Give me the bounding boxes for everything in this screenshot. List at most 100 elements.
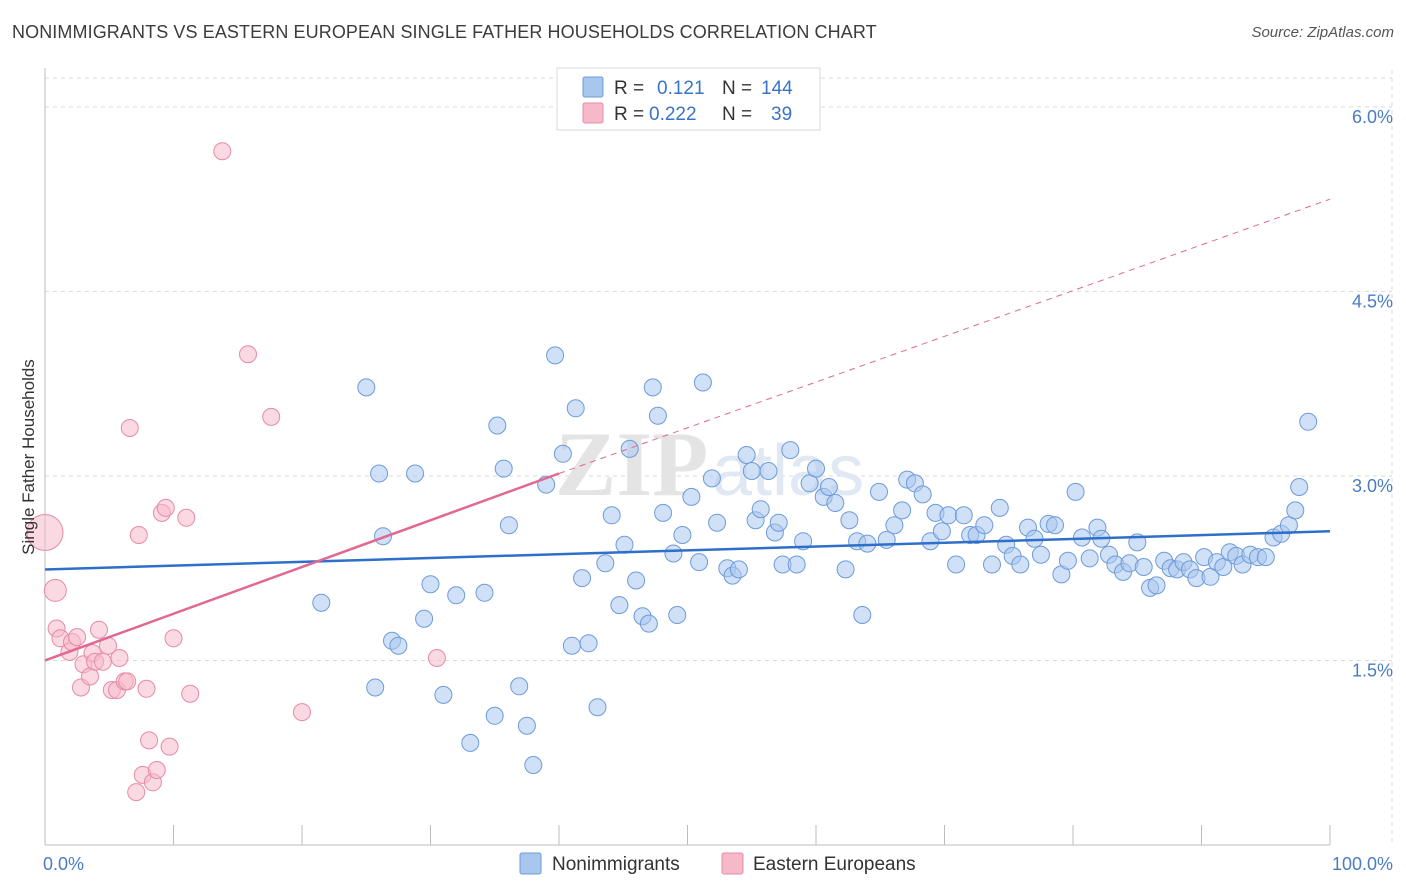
nonimmigrants-point [370, 464, 389, 483]
nonimmigrants-point [729, 560, 748, 579]
nonimmigrants-point [406, 464, 425, 483]
nonimmigrants-point [357, 378, 376, 397]
nonimmigrants-point [415, 609, 434, 628]
nonimmigrants-point [562, 636, 581, 655]
nonimmigrants-point [553, 444, 572, 463]
nonimmigrants-point [447, 586, 466, 605]
legend-swatch-blue [582, 76, 604, 98]
x-tick-label-start: 0.0% [43, 854, 84, 874]
nonimmigrants-point [932, 522, 951, 541]
nonimmigrants-point [615, 535, 634, 554]
eastern-europeans-point [293, 703, 311, 722]
nonimmigrants-point [781, 441, 800, 460]
nonimmigrants-point [983, 555, 1001, 574]
chart-title: NONIMMIGRANTS VS EASTERN EUROPEAN SINGLE… [12, 22, 877, 42]
nonimmigrants-point [566, 399, 585, 418]
nonimmigrants-trend-line [44, 530, 1331, 571]
nonimmigrants-point [682, 487, 701, 506]
eastern-europeans-point [181, 684, 200, 703]
nonimmigrants-point [1058, 551, 1077, 570]
nonimmigrants-point [668, 606, 687, 624]
nonimmigrants-point [1046, 516, 1064, 535]
axes [44, 68, 1331, 846]
nonimmigrants-point [893, 501, 912, 520]
legend-series-swatch-nonimmigrants [519, 852, 542, 875]
nonimmigrants-point [975, 516, 994, 535]
nonimmigrants-point [643, 378, 662, 397]
eastern-europeans-point [127, 783, 146, 802]
nonimmigrants-point [546, 346, 565, 365]
nonimmigrants-point [853, 606, 872, 624]
y-tick-label: 1.5% [1352, 660, 1393, 680]
x-tick-label-end: 100.0% [1332, 854, 1393, 874]
nonimmigrants-points [312, 346, 1318, 774]
legend-r-value-1: 0.121 [657, 78, 705, 99]
nonimmigrants-point [312, 593, 331, 612]
nonimmigrants-point [639, 614, 658, 633]
eastern-europeans-point [239, 345, 257, 364]
y-axis-label: Single Father Households [19, 359, 38, 555]
nonimmigrants-point [742, 462, 761, 480]
nonimmigrants-point [1011, 555, 1030, 574]
eastern-europeans-trend-line [44, 472, 560, 662]
nonimmigrants-point [654, 503, 673, 522]
nonimmigrants-point [1031, 545, 1050, 564]
nonimmigrants-point [807, 459, 825, 478]
nonimmigrants-point [840, 511, 859, 530]
nonimmigrants-point [620, 439, 639, 458]
eastern-europeans-point [213, 142, 232, 161]
trend-lines [44, 198, 1331, 662]
nonimmigrants-point [664, 544, 683, 563]
legend-r-label-2: R = [614, 104, 644, 125]
nonimmigrants-point [954, 506, 973, 525]
nonimmigrants-point [921, 532, 940, 551]
eastern-europeans-point [129, 526, 148, 544]
legend-r-label-1: R = [614, 78, 644, 99]
nonimmigrants-point [673, 526, 692, 544]
legend-n-label-1: N = [722, 78, 752, 99]
chart-source: Source: ZipAtlas.com [1251, 24, 1394, 41]
nonimmigrants-point [947, 555, 966, 574]
nonimmigrants-point [794, 532, 813, 551]
nonimmigrants-point [690, 553, 709, 572]
nonimmigrants-point [366, 678, 385, 697]
eastern-europeans-point [177, 508, 196, 527]
eastern-europeans-point [160, 737, 179, 756]
nonimmigrants-point [610, 596, 629, 615]
nonimmigrants-point [826, 494, 845, 512]
nonimmigrants-point [870, 482, 888, 501]
nonimmigrants-point [836, 560, 855, 579]
nonimmigrants-point [1134, 558, 1153, 576]
legend-series-swatch-eastern-europeans [721, 852, 744, 875]
nonimmigrants-point [602, 506, 621, 525]
nonimmigrants-point [475, 583, 494, 602]
eastern-europeans-point [43, 578, 67, 602]
legend-n-label-2: N = [722, 104, 752, 125]
y-tick-label: 6.0% [1352, 107, 1393, 127]
legend-series-eastern-europeans: Eastern Europeans [753, 854, 916, 875]
nonimmigrants-point [389, 636, 408, 655]
nonimmigrants-point [494, 459, 513, 478]
nonimmigrants-point [751, 500, 770, 519]
nonimmigrants-point [596, 554, 615, 573]
nonimmigrants-point [1214, 558, 1233, 576]
legend-n-value-2: 39 [771, 104, 792, 125]
nonimmigrants-point [693, 373, 712, 392]
legend-series: Nonimmigrants Eastern Europeans [519, 852, 916, 875]
nonimmigrants-point [1286, 501, 1305, 520]
legend-series-nonimmigrants: Nonimmigrants [552, 854, 680, 875]
eastern-europeans-point [262, 407, 281, 426]
nonimmigrants-point [858, 534, 877, 553]
y-tick-label: 3.0% [1352, 476, 1393, 496]
eastern-europeans-point [93, 652, 112, 671]
nonimmigrants-point [434, 685, 453, 704]
legend-n-value-1: 144 [761, 78, 793, 99]
nonimmigrants-point [1256, 548, 1275, 567]
nonimmigrants-point [485, 706, 504, 725]
x-tick-labels: 0.0% 100.0% [43, 854, 1393, 874]
nonimmigrants-point [708, 513, 727, 532]
eastern-europeans-point [140, 731, 159, 750]
legend-r-value-2: 0.222 [649, 104, 697, 125]
nonimmigrants-point [588, 698, 607, 717]
